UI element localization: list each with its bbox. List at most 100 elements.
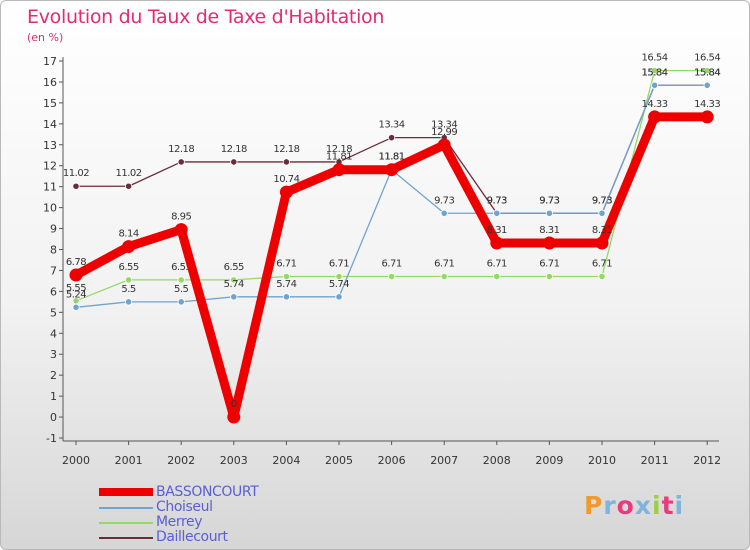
y-tick-label: 16 bbox=[43, 76, 57, 89]
x-tick-label: 2003 bbox=[220, 454, 248, 467]
y-tick-label: 10 bbox=[43, 202, 57, 215]
data-label: 9.73 bbox=[539, 195, 559, 206]
data-label: 15.84 bbox=[694, 67, 720, 78]
data-point bbox=[230, 276, 238, 284]
data-label: 6.71 bbox=[592, 259, 612, 270]
y-tick-label: 17 bbox=[43, 55, 57, 68]
legend-swatch bbox=[99, 507, 153, 509]
data-label: 15.84 bbox=[642, 67, 668, 78]
y-tick-label: 7 bbox=[50, 264, 57, 277]
proxiti-logo: Proxiti bbox=[584, 491, 684, 520]
data-point bbox=[437, 138, 451, 152]
data-label: 14.33 bbox=[694, 99, 720, 110]
x-tick-label: 2006 bbox=[378, 454, 406, 467]
data-point bbox=[595, 236, 609, 250]
data-label: 13.34 bbox=[379, 120, 405, 131]
data-point bbox=[700, 110, 714, 124]
data-point bbox=[177, 298, 185, 306]
data-point bbox=[598, 209, 606, 217]
data-point bbox=[177, 158, 185, 166]
data-label: 9.73 bbox=[539, 195, 559, 206]
data-label: 5.74 bbox=[276, 279, 296, 290]
data-label: 12.18 bbox=[221, 144, 247, 155]
data-point bbox=[440, 209, 448, 217]
y-tick-label: 15 bbox=[43, 97, 57, 110]
data-point bbox=[703, 81, 711, 89]
data-point bbox=[545, 272, 554, 281]
data-label: 5.74 bbox=[224, 279, 244, 290]
data-point bbox=[490, 236, 504, 250]
data-point bbox=[230, 293, 238, 301]
data-label: 8.31 bbox=[592, 225, 612, 236]
data-point bbox=[335, 293, 343, 301]
x-tick-label: 2001 bbox=[115, 454, 143, 467]
data-point bbox=[122, 240, 136, 254]
y-tick-label: 0 bbox=[50, 411, 57, 424]
data-label: 11.81 bbox=[379, 152, 405, 163]
data-label: 6.55 bbox=[118, 262, 138, 273]
data-label: 12.18 bbox=[326, 144, 352, 155]
data-label: 5.74 bbox=[329, 279, 349, 290]
legend-swatch bbox=[99, 488, 153, 496]
x-tick-label: 2010 bbox=[588, 454, 616, 467]
data-point bbox=[174, 223, 188, 237]
data-label: 6.71 bbox=[434, 259, 454, 270]
data-label: 6.71 bbox=[381, 259, 401, 270]
y-tick-label: 9 bbox=[50, 223, 57, 236]
x-tick-label: 2007 bbox=[430, 454, 458, 467]
data-label: 13.34 bbox=[431, 120, 457, 131]
data-label: 9.73 bbox=[592, 195, 612, 206]
data-point bbox=[440, 272, 448, 281]
y-tick-label: 12 bbox=[43, 160, 57, 173]
chart-subtitle: (en %) bbox=[27, 31, 64, 44]
data-point bbox=[335, 272, 343, 281]
data-point bbox=[493, 209, 501, 217]
data-label: 5.55 bbox=[66, 283, 86, 294]
data-label: 6.71 bbox=[329, 259, 349, 270]
logo-letter: t bbox=[661, 491, 675, 520]
data-point bbox=[542, 236, 556, 250]
data-label: 12.18 bbox=[168, 144, 194, 155]
data-label: 9.73 bbox=[487, 195, 507, 206]
data-label: 6.78 bbox=[66, 257, 86, 268]
logo-letter: P bbox=[584, 491, 604, 520]
logo-letter: i bbox=[652, 491, 662, 520]
data-point bbox=[177, 276, 185, 284]
data-point bbox=[387, 134, 396, 142]
data-label: 11.81 bbox=[326, 152, 352, 163]
data-point bbox=[282, 158, 290, 166]
data-point bbox=[332, 163, 346, 177]
data-point bbox=[545, 209, 554, 217]
data-point bbox=[648, 110, 662, 124]
data-point bbox=[125, 276, 133, 284]
data-point bbox=[72, 303, 80, 311]
data-label: 9.73 bbox=[487, 195, 507, 206]
logo-letter: o bbox=[616, 491, 635, 520]
data-label: 9.73 bbox=[592, 195, 612, 206]
y-tick-label: 3 bbox=[50, 348, 57, 361]
data-label: 11.81 bbox=[379, 152, 405, 163]
data-point bbox=[650, 67, 659, 75]
data-label: 8.14 bbox=[118, 229, 138, 240]
chart-title: Evolution du Taux de Taxe d'Habitation bbox=[27, 6, 385, 28]
data-label: 8.31 bbox=[487, 225, 507, 236]
data-point bbox=[125, 298, 133, 306]
x-tick-label: 2005 bbox=[325, 454, 353, 467]
data-label: 6.71 bbox=[539, 259, 559, 270]
data-point bbox=[703, 67, 711, 75]
y-tick-label: -1 bbox=[46, 432, 57, 445]
data-label: 5.5 bbox=[174, 284, 189, 295]
data-label: 8.95 bbox=[171, 212, 191, 223]
logo-letter: x bbox=[634, 491, 652, 520]
data-label: 6.71 bbox=[276, 259, 296, 270]
x-tick-label: 2008 bbox=[483, 454, 511, 467]
legend-swatch bbox=[99, 522, 153, 524]
data-point bbox=[125, 182, 133, 190]
data-point bbox=[650, 81, 659, 89]
x-tick-label: 2004 bbox=[272, 454, 300, 467]
y-tick-label: 6 bbox=[50, 285, 57, 298]
data-point bbox=[387, 272, 396, 281]
x-tick-label: 2011 bbox=[641, 454, 669, 467]
y-tick-label: 11 bbox=[43, 181, 57, 194]
